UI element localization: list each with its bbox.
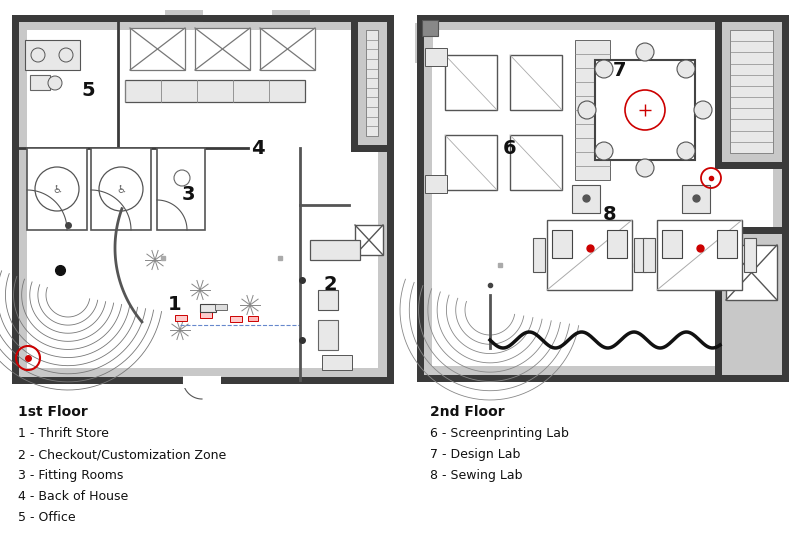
Bar (15, 18, 390, 380)
Circle shape (694, 101, 712, 119)
Circle shape (31, 48, 45, 62)
Bar (547, 220, 632, 290)
Bar (200, 304, 216, 312)
Bar (355, 225, 383, 255)
Text: 5 - Office: 5 - Office (18, 511, 76, 524)
Bar (183, 376, 221, 388)
Bar (744, 238, 756, 272)
Bar (130, 28, 185, 70)
Text: 3 - Fitting Rooms: 3 - Fitting Rooms (18, 469, 123, 482)
Bar (27, 30, 378, 368)
Circle shape (677, 142, 695, 160)
Bar (354, 18, 390, 148)
Text: 2 - Checkout/Customization Zone: 2 - Checkout/Customization Zone (18, 448, 226, 461)
Circle shape (578, 101, 596, 119)
Bar (415, 23, 433, 63)
Bar (157, 148, 205, 230)
Text: 6: 6 (503, 139, 517, 157)
Bar (572, 185, 600, 213)
Bar (230, 316, 242, 322)
Bar (726, 245, 777, 300)
Bar (366, 30, 378, 136)
Circle shape (595, 142, 613, 160)
Bar (195, 28, 250, 70)
Bar (420, 18, 785, 378)
Circle shape (595, 60, 613, 78)
Bar (575, 40, 610, 180)
Bar (643, 238, 655, 272)
Circle shape (48, 76, 62, 90)
Bar (425, 175, 447, 193)
Text: 4: 4 (251, 139, 265, 157)
Text: 5: 5 (81, 80, 95, 100)
Bar (634, 238, 646, 272)
Circle shape (677, 60, 695, 78)
Bar (718, 18, 785, 165)
Bar (30, 75, 50, 90)
Text: 1 - Thrift Store: 1 - Thrift Store (18, 427, 109, 440)
Bar (510, 135, 562, 190)
Bar (322, 355, 352, 370)
Text: ♿: ♿ (52, 184, 62, 194)
Text: 4 - Back of House: 4 - Back of House (18, 490, 128, 503)
Bar (657, 220, 742, 290)
Bar (422, 20, 438, 36)
Bar (25, 40, 80, 70)
Bar (200, 312, 212, 318)
Bar (730, 30, 773, 153)
Bar (425, 48, 447, 66)
Text: 7 - Design Lab: 7 - Design Lab (430, 448, 520, 461)
Bar (260, 28, 315, 70)
Bar (510, 55, 562, 110)
Bar (248, 316, 258, 321)
Circle shape (636, 43, 654, 61)
Bar (682, 185, 710, 213)
Text: ♿: ♿ (116, 184, 126, 194)
Text: 2: 2 (323, 276, 337, 295)
Bar (91, 148, 151, 230)
Bar (125, 80, 305, 102)
Bar (445, 135, 497, 190)
Circle shape (636, 159, 654, 177)
Text: 1st Floor: 1st Floor (18, 405, 88, 419)
Bar (607, 230, 627, 258)
Bar (318, 320, 338, 350)
Bar (595, 60, 695, 160)
Bar (533, 238, 545, 272)
Bar (662, 230, 682, 258)
Circle shape (59, 48, 73, 62)
Bar (717, 230, 737, 258)
Bar (165, 10, 203, 22)
Text: 2nd Floor: 2nd Floor (430, 405, 505, 419)
Text: 7: 7 (614, 61, 626, 79)
Bar (27, 148, 87, 230)
Text: 6 - Screenprinting Lab: 6 - Screenprinting Lab (430, 427, 569, 440)
Bar (552, 230, 572, 258)
Bar (445, 55, 497, 110)
Bar (432, 30, 773, 366)
Bar (215, 304, 227, 310)
Text: 8: 8 (603, 206, 617, 224)
Bar (318, 290, 338, 310)
Bar (718, 230, 785, 378)
Text: 3: 3 (182, 185, 194, 205)
Text: 1: 1 (168, 295, 182, 314)
Bar (175, 315, 187, 321)
Text: 8 - Sewing Lab: 8 - Sewing Lab (430, 469, 522, 482)
Bar (310, 240, 360, 260)
Bar (272, 10, 310, 22)
